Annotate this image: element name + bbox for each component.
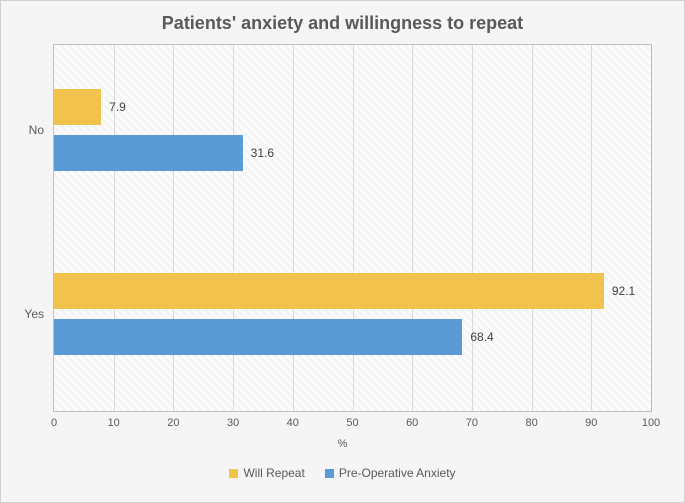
bar-value-label: 7.9 [109, 100, 126, 114]
bar-value-label: 31.6 [251, 146, 274, 160]
legend-swatch [229, 469, 238, 478]
gridline [293, 45, 294, 411]
legend: Will Repeat Pre-Operative Anxiety [13, 466, 672, 480]
legend-label: Will Repeat [243, 466, 304, 480]
gridline [173, 45, 174, 411]
x-tick-label: 100 [642, 417, 660, 429]
legend-label: Pre-Operative Anxiety [339, 466, 456, 480]
x-tick-label: 70 [466, 417, 478, 429]
category-label: No [29, 123, 44, 137]
gridline [532, 45, 533, 411]
x-tick-label: 40 [287, 417, 299, 429]
bar: 31.6 [54, 135, 243, 171]
x-tick-label: 0 [51, 417, 57, 429]
x-tick-label: 90 [585, 417, 597, 429]
plot-area: 0102030405060708090100Yes92.168.4No7.931… [53, 44, 652, 412]
gridline [233, 45, 234, 411]
x-tick-label: 10 [108, 417, 120, 429]
bar: 92.1 [54, 273, 604, 309]
chart-title: Patients' anxiety and willingness to rep… [13, 13, 672, 34]
bar: 7.9 [54, 89, 101, 125]
bar-value-label: 68.4 [470, 330, 493, 344]
x-tick-label: 20 [167, 417, 179, 429]
gridline [353, 45, 354, 411]
x-tick-label: 30 [227, 417, 239, 429]
plot-wrapper: 0102030405060708090100Yes92.168.4No7.931… [53, 44, 652, 412]
gridline [412, 45, 413, 411]
legend-item: Pre-Operative Anxiety [325, 466, 456, 480]
x-tick-label: 60 [406, 417, 418, 429]
x-tick-label: 80 [525, 417, 537, 429]
bar-value-label: 92.1 [612, 284, 635, 298]
legend-swatch [325, 469, 334, 478]
chart-container: Patients' anxiety and willingness to rep… [0, 0, 685, 503]
gridline [591, 45, 592, 411]
gridline [472, 45, 473, 411]
x-axis-label: % [13, 438, 672, 450]
x-tick-label: 50 [346, 417, 358, 429]
category-label: Yes [24, 307, 44, 321]
bar: 68.4 [54, 319, 462, 355]
legend-item: Will Repeat [229, 466, 304, 480]
